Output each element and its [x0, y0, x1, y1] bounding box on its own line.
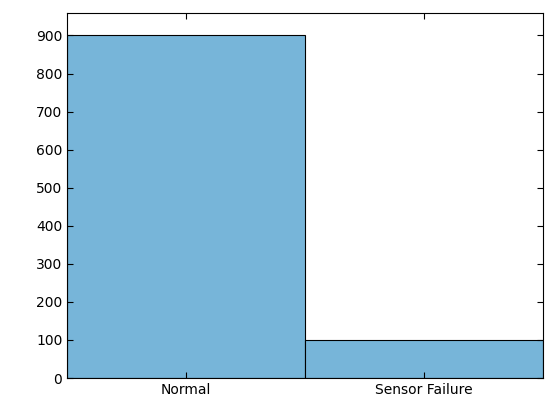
- Bar: [67, 35, 305, 378]
- Bar: [305, 340, 543, 378]
